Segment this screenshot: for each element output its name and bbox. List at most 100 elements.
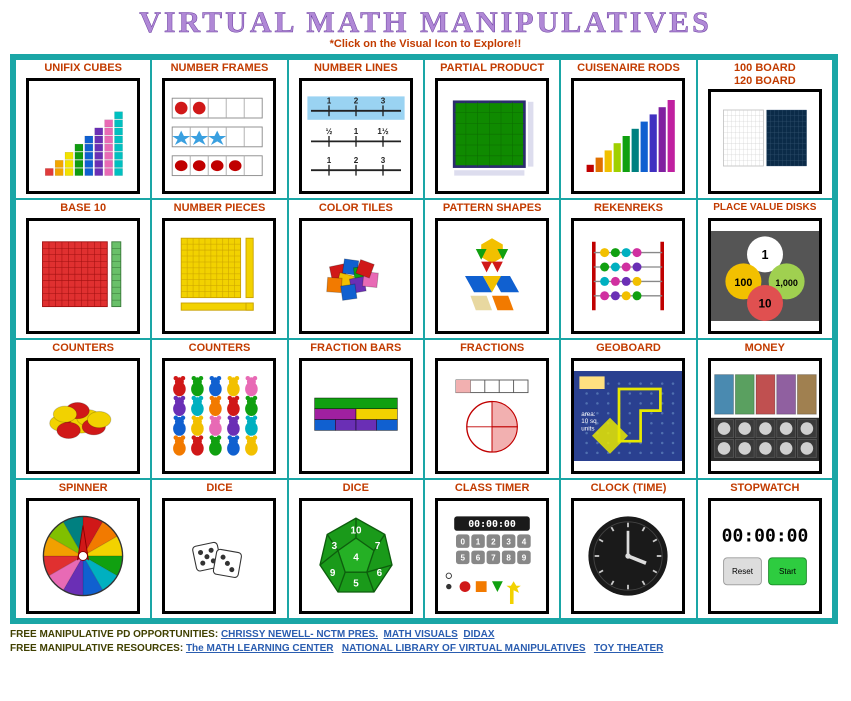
footer: FREE MANIPULATIVE PD OPPORTUNITIES: CHRI… bbox=[10, 628, 841, 656]
cell-label: NUMBER PIECES bbox=[174, 202, 266, 216]
cell-class-timer: CLASS TIMER 00:00:00 0123456789 bbox=[424, 479, 560, 619]
svg-text:2: 2 bbox=[354, 97, 359, 106]
svg-text:Reset: Reset bbox=[732, 567, 754, 576]
cuisenaire-icon[interactable] bbox=[571, 78, 685, 194]
cell-spinner: SPINNER bbox=[15, 479, 151, 619]
geoboard-icon[interactable]: area: 10 sq units bbox=[571, 358, 685, 474]
cell-label: CUISENAIRE RODS bbox=[577, 62, 680, 76]
cell-geoboard: GEOBOARD area: 10 sq units bbox=[560, 339, 696, 479]
svg-text:00:00:00: 00:00:00 bbox=[468, 519, 516, 530]
footer-line-1: FREE MANIPULATIVE PD OPPORTUNITIES: CHRI… bbox=[10, 628, 841, 642]
svg-text:1,000: 1,000 bbox=[775, 278, 798, 288]
counters2-icon[interactable] bbox=[162, 358, 276, 474]
cell-color-tiles: COLOR TILES bbox=[288, 199, 424, 339]
partial-product-icon[interactable] bbox=[435, 78, 549, 194]
stopwatch-icon[interactable]: 00:00:00 Reset Start bbox=[708, 498, 822, 614]
footer-link[interactable]: MATH VISUALS bbox=[384, 629, 458, 640]
cell-label: STOPWATCH bbox=[730, 482, 799, 496]
manipulatives-grid: UNIFIX CUBES NUMBER FRAMES bbox=[10, 54, 838, 624]
svg-text:1½: 1½ bbox=[377, 127, 388, 136]
svg-text:2: 2 bbox=[354, 156, 359, 165]
boards-icon[interactable] bbox=[708, 89, 822, 194]
cell-label: PATTERN SHAPES bbox=[443, 202, 542, 216]
cell-fraction-bars: FRACTION BARS bbox=[288, 339, 424, 479]
cell-pattern-shapes: PATTERN SHAPES bbox=[424, 199, 560, 339]
cell-fractions: FRACTIONS bbox=[424, 339, 560, 479]
svg-text:6: 6 bbox=[476, 554, 481, 563]
svg-text:1: 1 bbox=[476, 537, 481, 546]
spinner-icon[interactable] bbox=[26, 498, 140, 614]
svg-text:10: 10 bbox=[758, 298, 772, 311]
cell-label: COLOR TILES bbox=[319, 202, 393, 216]
cell-label: COUNTERS bbox=[189, 342, 251, 356]
cell-label: PLACE VALUE DISKS bbox=[713, 202, 816, 216]
footer-link[interactable]: TOY THEATER bbox=[594, 643, 663, 654]
cell-number-frames: NUMBER FRAMES bbox=[151, 59, 287, 199]
cell-label: SPINNER bbox=[59, 482, 108, 496]
cell-label: MONEY bbox=[745, 342, 785, 356]
base10-icon[interactable] bbox=[26, 218, 140, 334]
footer-link[interactable]: The MATH LEARNING CENTER bbox=[186, 643, 334, 654]
svg-text:9: 9 bbox=[330, 568, 336, 579]
cell-label: DICE bbox=[206, 482, 232, 496]
pattern-shapes-icon[interactable] bbox=[435, 218, 549, 334]
footer-link[interactable]: NATIONAL LIBRARY OF VIRTUAL MANIPULATIVE… bbox=[342, 643, 586, 654]
footer-line-2: FREE MANIPULATIVE RESOURCES: The MATH LE… bbox=[10, 642, 841, 656]
number-pieces-icon[interactable] bbox=[162, 218, 276, 334]
dice-pair-icon[interactable] bbox=[162, 498, 276, 614]
svg-text:Start: Start bbox=[779, 567, 797, 576]
cell-clock: CLOCK (TIME) bbox=[560, 479, 696, 619]
svg-text:4: 4 bbox=[522, 537, 527, 546]
svg-text:6: 6 bbox=[376, 568, 382, 579]
clock-icon[interactable] bbox=[571, 498, 685, 614]
svg-text:10: 10 bbox=[350, 526, 361, 537]
cell-label: FRACTIONS bbox=[460, 342, 524, 356]
footer-link[interactable]: DIDAX bbox=[463, 629, 494, 640]
cell-counters1: COUNTERS bbox=[15, 339, 151, 479]
svg-text:5: 5 bbox=[461, 554, 466, 563]
footer-link[interactable]: CHRISSY NEWELL- NCTM PRES. bbox=[221, 629, 378, 640]
cell-rekenreks: REKENREKS bbox=[560, 199, 696, 339]
cell-money: MONEY bbox=[697, 339, 833, 479]
svg-text:5: 5 bbox=[353, 579, 359, 590]
fraction-bars-icon[interactable] bbox=[299, 358, 413, 474]
color-tiles-icon[interactable] bbox=[299, 218, 413, 334]
cell-label: UNIFIX CUBES bbox=[44, 62, 122, 76]
cell-100-board: 100 BOARD 120 BOARD bbox=[697, 59, 833, 199]
svg-text:8: 8 bbox=[507, 554, 512, 563]
cell-label: BASE 10 bbox=[60, 202, 106, 216]
cell-unifix: UNIFIX CUBES bbox=[15, 59, 151, 199]
place-value-icon[interactable]: 1 100 1,000 10 bbox=[708, 218, 822, 334]
cell-counters2: COUNTERS bbox=[151, 339, 287, 479]
cell-number-lines: NUMBER LINES 123 ½11½ 123 bbox=[288, 59, 424, 199]
fractions-icon[interactable] bbox=[435, 358, 549, 474]
cell-label: COUNTERS bbox=[52, 342, 114, 356]
unifix-icon[interactable] bbox=[26, 78, 140, 194]
number-lines-icon[interactable]: 123 ½11½ 123 bbox=[299, 78, 413, 194]
page-subtitle: *Click on the Visual Icon to Explore!! bbox=[10, 38, 841, 50]
svg-text:1: 1 bbox=[354, 127, 359, 136]
class-timer-icon[interactable]: 00:00:00 0123456789 bbox=[435, 498, 549, 614]
cell-place-value: PLACE VALUE DISKS 1 100 1,000 10 bbox=[697, 199, 833, 339]
cell-label: REKENREKS bbox=[594, 202, 663, 216]
svg-text:1: 1 bbox=[327, 156, 332, 165]
rekenreks-icon[interactable] bbox=[571, 218, 685, 334]
cell-dice-d12: DICE 10 7 4 6 3 5 9 bbox=[288, 479, 424, 619]
cell-label: GEOBOARD bbox=[596, 342, 661, 356]
svg-text:7: 7 bbox=[491, 554, 496, 563]
svg-text:10 sq: 10 sq bbox=[582, 418, 598, 425]
cell-label: NUMBER FRAMES bbox=[171, 62, 269, 76]
cell-label: FRACTION BARS bbox=[310, 342, 401, 356]
counters1-icon[interactable] bbox=[26, 358, 140, 474]
svg-text:7: 7 bbox=[375, 541, 381, 552]
money-icon[interactable] bbox=[708, 358, 822, 474]
cell-base10: BASE 10 bbox=[15, 199, 151, 339]
svg-text:9: 9 bbox=[522, 554, 527, 563]
geoboard-text: area: bbox=[582, 411, 597, 418]
cell-label: CLASS TIMER bbox=[455, 482, 530, 496]
svg-text:2: 2 bbox=[491, 537, 496, 546]
dice-d12-icon[interactable]: 10 7 4 6 3 5 9 bbox=[299, 498, 413, 614]
number-frames-icon[interactable] bbox=[162, 78, 276, 194]
page-title: VIRTUAL MATH MANIPULATIVES bbox=[10, 6, 841, 40]
svg-text:1: 1 bbox=[327, 97, 332, 106]
